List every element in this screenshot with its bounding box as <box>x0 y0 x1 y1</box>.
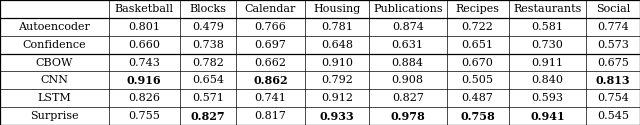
Text: 0.571: 0.571 <box>192 93 224 103</box>
Text: 0.651: 0.651 <box>461 40 493 50</box>
Text: 0.774: 0.774 <box>597 22 629 32</box>
Text: 0.743: 0.743 <box>128 58 160 68</box>
Text: 0.766: 0.766 <box>255 22 286 32</box>
Text: Publications: Publications <box>373 4 442 14</box>
Text: CNN: CNN <box>40 75 68 85</box>
Text: Surprise: Surprise <box>30 111 79 121</box>
Text: 0.781: 0.781 <box>321 22 353 32</box>
Text: 0.675: 0.675 <box>597 58 629 68</box>
Text: 0.941: 0.941 <box>530 111 564 122</box>
Text: 0.697: 0.697 <box>255 40 286 50</box>
Text: Restaurants: Restaurants <box>513 4 582 14</box>
Text: 0.758: 0.758 <box>460 111 495 122</box>
Text: 0.912: 0.912 <box>321 93 353 103</box>
Text: 0.738: 0.738 <box>192 40 224 50</box>
Text: 0.827: 0.827 <box>392 93 424 103</box>
Text: Blocks: Blocks <box>189 4 227 14</box>
Text: 0.911: 0.911 <box>531 58 563 68</box>
Text: LSTM: LSTM <box>38 93 71 103</box>
Text: 0.933: 0.933 <box>319 111 354 122</box>
Text: 0.827: 0.827 <box>191 111 225 122</box>
Text: Recipes: Recipes <box>456 4 500 14</box>
Text: 0.479: 0.479 <box>192 22 224 32</box>
Text: Basketball: Basketball <box>115 4 173 14</box>
Text: 0.792: 0.792 <box>321 75 353 85</box>
Text: 0.741: 0.741 <box>255 93 286 103</box>
Text: 0.593: 0.593 <box>531 93 563 103</box>
Text: 0.817: 0.817 <box>255 111 286 121</box>
Text: 0.910: 0.910 <box>321 58 353 68</box>
Text: 0.754: 0.754 <box>597 93 629 103</box>
Text: 0.908: 0.908 <box>392 75 424 85</box>
Text: 0.730: 0.730 <box>531 40 563 50</box>
Text: Confidence: Confidence <box>22 40 86 50</box>
Text: 0.662: 0.662 <box>255 58 287 68</box>
Text: Calendar: Calendar <box>244 4 296 14</box>
Text: 0.884: 0.884 <box>392 58 424 68</box>
Text: 0.813: 0.813 <box>596 75 630 86</box>
Text: 0.654: 0.654 <box>192 75 224 85</box>
Text: 0.874: 0.874 <box>392 22 424 32</box>
Text: CBOW: CBOW <box>36 58 73 68</box>
Text: 0.573: 0.573 <box>597 40 629 50</box>
Text: 0.916: 0.916 <box>127 75 161 86</box>
Text: 0.631: 0.631 <box>392 40 424 50</box>
Text: 0.581: 0.581 <box>531 22 563 32</box>
Text: 0.545: 0.545 <box>597 111 629 121</box>
Text: Autoencoder: Autoencoder <box>19 22 90 32</box>
Text: 0.801: 0.801 <box>128 22 160 32</box>
Text: 0.862: 0.862 <box>253 75 288 86</box>
Text: 0.755: 0.755 <box>128 111 160 121</box>
Text: 0.648: 0.648 <box>321 40 353 50</box>
Text: 0.978: 0.978 <box>390 111 425 122</box>
Text: 0.840: 0.840 <box>531 75 563 85</box>
Text: 0.505: 0.505 <box>461 75 493 85</box>
Text: 0.722: 0.722 <box>461 22 493 32</box>
Text: Social: Social <box>596 4 630 14</box>
Text: 0.670: 0.670 <box>461 58 493 68</box>
Text: 0.782: 0.782 <box>192 58 224 68</box>
Text: 0.660: 0.660 <box>128 40 160 50</box>
Text: 0.826: 0.826 <box>128 93 160 103</box>
Text: 0.487: 0.487 <box>461 93 493 103</box>
Text: Housing: Housing <box>313 4 360 14</box>
